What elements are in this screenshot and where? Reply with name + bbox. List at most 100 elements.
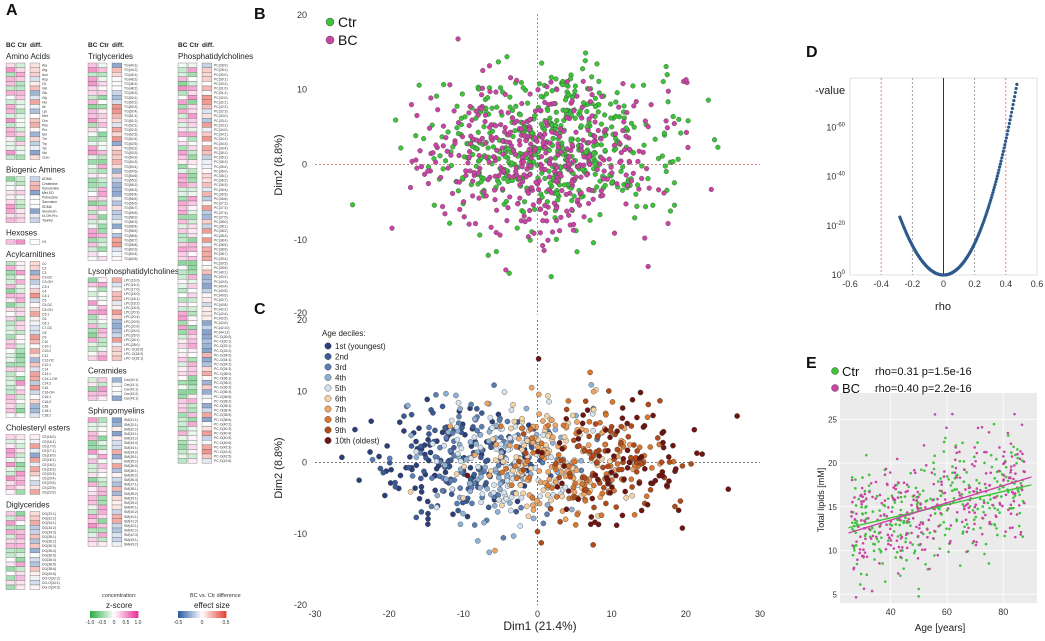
scatter-point-bc [665,88,671,94]
heatmap-cell-bc [87,435,98,441]
heatmap-cell-diff [29,403,41,409]
scatter-point-bc [850,515,853,518]
heatmap-cell-bc [177,430,188,436]
heatmap-cell-diff [111,300,123,306]
scatter-point-bc [1012,477,1015,481]
scatter-point-age-decile [487,414,494,421]
heatmap-cell-diff [29,452,41,458]
heatmap-row-label: Cer(43:1) [124,397,138,401]
scatter-point-ctr [563,97,569,103]
heatmap-cell-ctr [97,164,108,169]
heatmap-cell-diff [201,348,213,353]
heatmap-cell-ctr [15,104,26,110]
heatmap-cell-ctr [15,270,26,276]
scatter-point-bc [890,510,894,514]
heatmap-cell-ctr [97,81,108,87]
heatmap-row-label: CE(17:0) [42,444,56,448]
scatter-point-age-decile [599,490,606,497]
scatter-point-ctr [864,511,868,515]
scatter-point-ctr [912,551,916,555]
heatmap-row-label: PC(39:4) [214,257,228,261]
heatmap-group-title: Phosphatidylcholines [178,52,253,61]
scatter-point-age-decile [498,441,504,448]
scatter-point-bc [850,478,854,482]
heatmap-row-label: PC(42:6) [214,321,228,325]
heatmap-cell-bc [87,323,98,329]
scatter-point-ctr [630,83,636,89]
heatmap-row-label: Cer(40:1) [124,378,138,382]
scatter-point-age-decile [397,472,404,479]
scatter-point-age-decile [453,471,460,477]
scatter-point-age-decile [482,464,489,471]
scatter-point-ctr [972,518,976,522]
heatmap-cell-ctr [15,62,26,68]
legend-swatch [212,611,215,618]
heatmap-row-label: C4:1 [42,294,49,298]
scatter-point-bc [542,166,548,172]
scatter-point-bc [494,147,500,153]
heatmap-cell-ctr [97,76,108,82]
scatter-point-bc [475,112,481,118]
heatmap-cell-diff [201,343,213,349]
scatter-point-bc [893,484,897,487]
scatter-point-age-decile [460,495,466,501]
heatmap-cell-diff [201,440,213,445]
scatter-point-age-decile [486,472,493,479]
heatmap-row-label: PC(36:6) [214,197,228,201]
heatmap-cell-diff [111,509,123,515]
heatmap-cell-ctr [15,543,26,549]
scatter-point-age-decile [468,455,474,462]
volcano-point [1013,95,1017,99]
heatmap-cell-bc [177,200,188,206]
scatter-point-ctr [613,99,619,105]
scatter-point-bc [929,514,932,517]
heatmap-row-label: DG(36:4) [42,549,56,553]
heatmap-cell-diff [29,150,41,156]
scatter-point-ctr [998,511,1001,514]
scatter-point-bc [979,488,982,492]
scatter-point-ctr [932,461,935,465]
heatmap-cell-bc [87,187,98,192]
scatter-point-age-decile [582,398,589,404]
scatter-point-age-decile [534,497,540,504]
heatmap-group-title: Ceramides [88,367,127,376]
heatmap-cell-bc [87,81,98,87]
heatmap-cell-ctr [97,237,108,243]
heatmap-cell-diff [29,571,41,576]
scatter-point-ctr [618,168,624,175]
heatmap-row-label: PC(28:0) [214,64,228,68]
x-tick-label: -10 [457,609,470,619]
scatter-point-age-decile [500,458,506,465]
scatter-point-age-decile [549,485,555,491]
scatter-point-ctr [715,144,721,150]
scatter-point-age-decile [510,401,516,408]
heatmap-cell-bc [5,534,16,540]
scatter-point-ctr [490,128,496,134]
scatter-point-ctr [350,202,356,208]
heatmap-cell-ctr [187,219,198,225]
heatmap-cell-diff [111,62,123,68]
scatter-point-bc [601,168,607,174]
scatter-point-bc [967,506,970,510]
scatter-point-ctr [454,125,460,131]
scatter-point-ctr [1016,488,1020,492]
scatter-point-ctr [660,79,666,85]
scatter-point-age-decile [538,440,545,447]
volcano-point [998,162,1002,166]
scatter-point-bc [928,567,931,571]
scatter-point-bc [656,187,662,193]
heatmap-row-label: PC(38:6) [214,248,228,252]
scatter-point-bc [616,140,623,146]
scatter-point-bc [516,175,522,182]
heatmap-cell-ctr [15,293,26,299]
scatter-point-bc [535,87,541,93]
scatter-point-age-decile [521,442,528,449]
scatter-point-bc [708,186,714,192]
scatter-point-bc [951,412,954,416]
scatter-point-bc [665,220,671,227]
scatter-point-bc [1021,452,1024,456]
scatter-point-bc [988,522,991,526]
heatmap-row-label: LPC-O(16:0) [124,347,143,351]
scatter-point-bc [998,446,1001,449]
scatter-point-bc [858,548,862,551]
